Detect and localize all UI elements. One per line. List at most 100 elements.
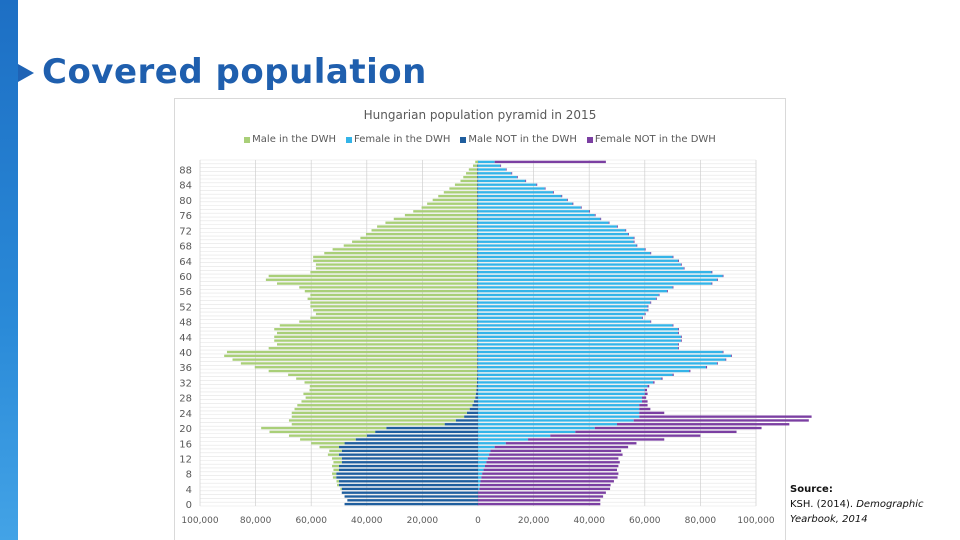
bar-female-not-dwh	[672, 286, 674, 289]
bar-female-not-dwh	[483, 468, 617, 472]
bar-male-dwh	[277, 331, 478, 335]
legend-label-female-not-dwh: Female NOT in the DWH	[594, 134, 716, 145]
bar-male-dwh	[443, 191, 478, 194]
bar-male-dwh	[360, 236, 478, 240]
bar-male-not-dwh	[347, 499, 478, 502]
bar-female-dwh	[478, 350, 723, 354]
bar-female-not-dwh	[650, 320, 652, 323]
bar-female-not-dwh	[680, 335, 682, 338]
bar-male-not-dwh	[477, 274, 478, 278]
bar-male-dwh	[291, 411, 467, 415]
y-tick-label: 88	[179, 166, 192, 177]
bar-male-not-dwh	[477, 251, 478, 255]
bar-female-not-dwh	[711, 270, 713, 274]
bar-male-not-dwh	[477, 217, 478, 221]
bar-male-not-dwh	[477, 244, 478, 247]
bar-male-dwh	[468, 168, 478, 171]
bar-male-not-dwh	[477, 282, 478, 285]
bar-male-not-dwh	[477, 350, 478, 354]
bar-male-not-dwh	[477, 229, 478, 232]
bar-female-not-dwh	[636, 244, 638, 247]
bar-male-dwh	[310, 270, 478, 274]
bar-male-dwh	[404, 213, 478, 217]
bar-female-dwh	[478, 168, 506, 171]
bar-male-not-dwh	[473, 400, 478, 403]
bar-male-dwh	[393, 217, 478, 221]
bar-male-not-dwh	[344, 502, 478, 506]
y-tick-label: 84	[179, 181, 192, 192]
y-tick-label: 36	[179, 363, 192, 374]
bar-female-dwh	[478, 385, 648, 388]
bar-female-not-dwh	[644, 312, 646, 316]
bar-female-not-dwh	[642, 396, 647, 399]
bar-male-dwh	[449, 187, 478, 190]
y-tick-label: 48	[179, 318, 192, 329]
bar-male-not-dwh	[476, 381, 478, 384]
bar-male-not-dwh	[469, 407, 478, 411]
y-tick-label: 24	[179, 409, 192, 420]
bar-male-dwh	[313, 309, 478, 312]
bar-male-dwh	[310, 301, 478, 304]
bar-male-not-dwh	[476, 377, 478, 380]
bar-male-dwh	[300, 438, 356, 441]
bar-female-dwh	[478, 415, 640, 418]
bar-male-not-dwh	[477, 366, 478, 369]
chart-title: Hungarian population pyramid in 2015	[363, 108, 597, 122]
bar-male-not-dwh	[366, 434, 478, 437]
bar-male-dwh	[336, 480, 339, 483]
bar-female-dwh	[478, 164, 501, 167]
bar-male-not-dwh	[355, 438, 478, 441]
x-tick-label: 100,000	[737, 516, 774, 526]
bar-female-not-dwh	[478, 502, 601, 506]
bar-male-dwh	[269, 430, 376, 434]
bar-female-dwh	[478, 301, 651, 304]
y-tick-label: 56	[179, 287, 192, 298]
bar-male-dwh	[333, 468, 339, 472]
bar-female-not-dwh	[553, 191, 554, 194]
bar-female-dwh	[478, 468, 484, 472]
bar-male-not-dwh	[477, 236, 478, 240]
bar-female-dwh	[478, 251, 651, 255]
legend-item-male-not-dwh: Male NOT in the DWH	[460, 134, 577, 145]
bar-female-not-dwh	[678, 328, 679, 331]
bar-female-dwh	[478, 312, 645, 316]
bar-male-not-dwh	[477, 270, 478, 274]
bar-female-not-dwh	[650, 301, 652, 304]
bar-male-not-dwh	[477, 354, 478, 357]
bar-male-dwh	[305, 396, 476, 399]
y-tick-label: 0	[186, 500, 192, 511]
source-citation: KSH. (2014). Demographic Yearbook, 2014	[790, 497, 960, 527]
bar-male-not-dwh	[341, 491, 478, 494]
bar-female-dwh	[478, 369, 690, 373]
y-tick-label: 20	[179, 424, 192, 435]
bar-female-dwh	[478, 358, 726, 361]
bar-female-dwh	[478, 419, 634, 422]
bar-female-not-dwh	[647, 385, 650, 388]
slide-title: Covered population	[42, 52, 427, 92]
bar-male-not-dwh	[477, 312, 478, 316]
legend-swatch-male-dwh	[244, 136, 251, 143]
bar-male-not-dwh	[477, 221, 478, 224]
y-tick-label: 28	[179, 394, 192, 405]
bar-male-not-dwh	[477, 331, 478, 335]
bar-male-not-dwh	[477, 240, 478, 243]
bar-male-dwh	[324, 251, 478, 255]
bar-male-dwh	[466, 172, 478, 175]
bar-male-dwh	[299, 320, 478, 323]
bar-female-dwh	[478, 202, 573, 205]
bar-male-dwh	[475, 160, 478, 164]
bar-male-dwh	[315, 312, 478, 316]
bar-male-dwh	[310, 293, 478, 297]
bar-male-dwh	[310, 316, 478, 319]
legend-label-male-dwh: Male in the DWH	[252, 134, 337, 145]
bar-male-dwh	[268, 347, 478, 350]
bar-female-not-dwh	[608, 221, 610, 224]
bar-male-dwh	[340, 487, 342, 491]
x-tick-label: 80,000	[685, 516, 717, 526]
y-tick-label: 76	[179, 211, 192, 222]
bar-female-not-dwh	[644, 388, 648, 392]
bar-female-dwh	[478, 480, 481, 483]
bar-male-dwh	[274, 339, 478, 342]
bar-female-dwh	[478, 362, 718, 365]
bar-male-dwh	[224, 354, 478, 357]
